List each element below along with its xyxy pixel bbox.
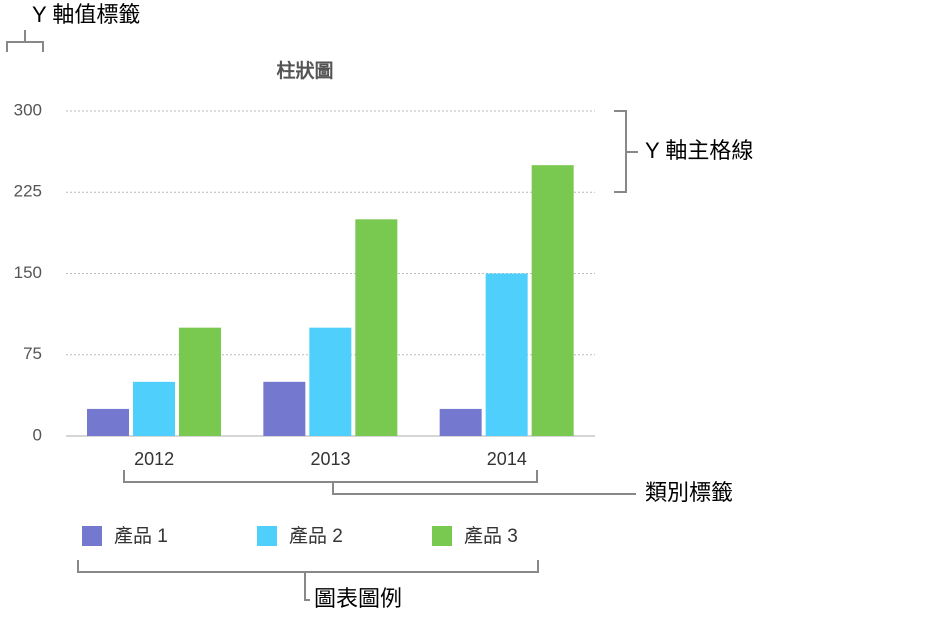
legend-swatch: [257, 526, 277, 546]
y-tick-label: 225: [14, 182, 42, 201]
legend-swatch: [82, 526, 102, 546]
bar: [179, 327, 221, 436]
y-tick-label: 0: [33, 425, 42, 444]
bracket: [123, 470, 636, 495]
legend-label: 產品 2: [289, 525, 343, 547]
bracket: [6, 30, 44, 52]
bracket: [77, 560, 539, 601]
bar: [485, 273, 528, 436]
bar: [87, 408, 129, 436]
bar: [263, 381, 306, 436]
y-tick-label: 150: [14, 263, 42, 282]
y-tick-label: 300: [14, 100, 42, 119]
annotation: 類別標籤: [645, 480, 733, 505]
legend-label: 產品 3: [464, 525, 518, 547]
x-tick-label: 2013: [310, 449, 350, 469]
y-tick-label: 75: [23, 344, 42, 363]
annotation: Y 軸值標籤: [32, 2, 140, 27]
annotation: 圖表圖例: [314, 586, 402, 611]
legend-label: 產品 1: [114, 525, 168, 547]
bar: [531, 165, 574, 436]
bar: [355, 219, 398, 436]
bracket: [614, 110, 638, 193]
x-tick-label: 2012: [134, 449, 174, 469]
bar: [439, 408, 482, 436]
chart-title: 柱狀圖: [276, 59, 333, 82]
x-tick-label: 2014: [487, 449, 527, 469]
annotation: Y 軸主格線: [645, 138, 753, 163]
legend-swatch: [432, 526, 452, 546]
bar: [309, 327, 352, 436]
bar: [133, 381, 175, 436]
